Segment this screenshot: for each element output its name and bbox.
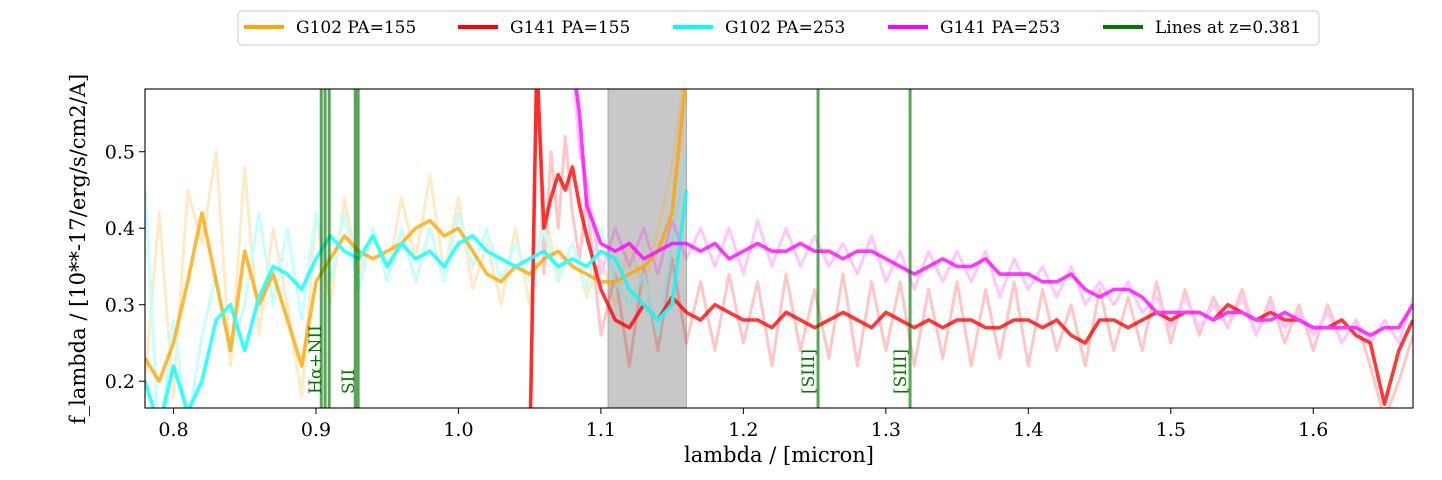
x-tick-label: 0.8 (158, 419, 188, 441)
legend-frame (237, 10, 1320, 46)
series-line-g102-pa-155 (145, 89, 687, 383)
y-axis-label: f_lambda / [10**-17/erg/s/cm2/A] (66, 74, 90, 424)
legend-label-lines-at-z-0-381: Lines at z=0.381 (1155, 18, 1301, 38)
plot-frame (144, 88, 1414, 409)
legend-label-g141-pa-155: G141 PA=155 (510, 18, 630, 38)
emission-line-label: SII (339, 369, 359, 394)
x-tick-label: 1.0 (443, 419, 473, 441)
x-tick-label: 1.1 (586, 419, 616, 441)
series-line-g141-pa-253 (574, 89, 1413, 338)
emission-line-label: [SIII] (799, 349, 819, 394)
y-tick-label: 0.4 (105, 218, 135, 240)
y-tick-label: 0.5 (105, 142, 135, 164)
legend: G102 PA=155 G141 PA=155 G102 PA=253 G141 PA… (237, 10, 1320, 46)
plot-area: Hα+NII SII [SIII] [SIII] 0.8 0.9 1.0 1.1 1.2 1.3… (105, 88, 1414, 441)
legend-label-g141-pa-253: G141 PA=253 (940, 18, 1060, 38)
x-tick-label: 1.5 (1156, 419, 1186, 441)
legend-label-g102-pa-253: G102 PA=253 (725, 18, 845, 38)
series-line-g102-pa-253 (145, 189, 689, 408)
x-tick-label: 0.9 (301, 419, 331, 441)
emission-line-label: Hα+NII (306, 325, 326, 394)
emission-line-label: [SIII] (891, 349, 911, 394)
series-noisy-g141-pa-155 (529, 89, 1413, 408)
x-axis-label: lambda / [micron] (684, 443, 874, 467)
x-tick-label: 1.2 (728, 419, 758, 441)
series-noisy-g102-pa-253 (145, 151, 688, 408)
series-noisy-g141-pa-253 (573, 89, 1413, 345)
legend-label-g102-pa-155: G102 PA=155 (296, 18, 416, 38)
y-tick-label: 0.2 (105, 371, 135, 393)
x-tick-label: 1.3 (871, 419, 901, 441)
x-tick-label: 1.4 (1013, 419, 1043, 441)
y-tick-label: 0.3 (105, 295, 135, 317)
x-tick-label: 1.6 (1298, 419, 1328, 441)
